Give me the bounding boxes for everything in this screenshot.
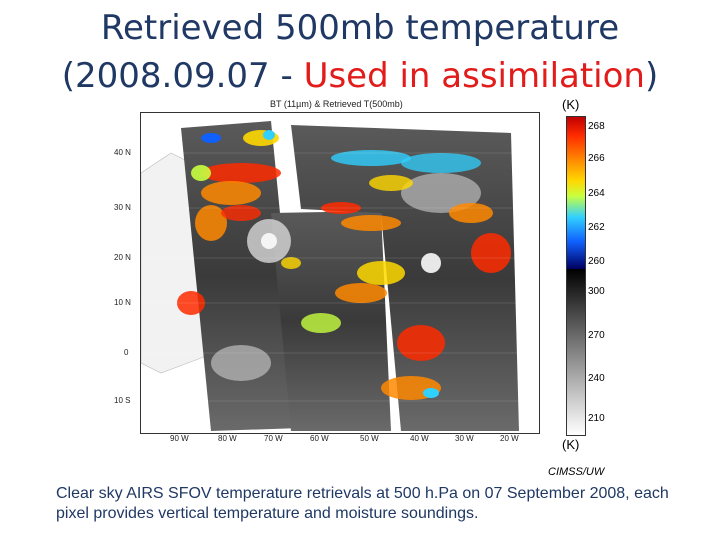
lon-tick: 70 W xyxy=(264,434,283,443)
title-suffix: ) xyxy=(644,56,659,96)
lat-tick: 0 xyxy=(124,348,129,357)
colorbar-tick: 268 xyxy=(588,121,605,132)
storm-cloud xyxy=(421,253,441,273)
cloud-patch xyxy=(211,345,271,381)
colorbar xyxy=(566,116,586,436)
satellite-image xyxy=(141,121,539,431)
colorbar-tick: 240 xyxy=(588,373,605,384)
colorbar-tick: 210 xyxy=(588,413,605,424)
colorbar-tick: 262 xyxy=(588,222,605,233)
colorbar-tick: 264 xyxy=(588,188,605,199)
title-highlight: Used in assimilation xyxy=(303,56,645,96)
lon-tick: 80 W xyxy=(218,434,237,443)
lon-tick: 20 W xyxy=(500,434,519,443)
colorbar-temperature-scale xyxy=(567,117,585,269)
lat-tick: 10 N xyxy=(114,298,131,307)
slide-caption: Clear sky AIRS SFOV temperature retrieva… xyxy=(56,485,669,522)
satellite-map xyxy=(140,112,540,434)
colorbar-unit-top: (K) xyxy=(562,97,580,112)
colorbar-brightness-scale xyxy=(567,269,585,435)
graticule xyxy=(141,152,539,402)
colorbar-tick: 260 xyxy=(588,256,605,267)
colorbar-tick: 300 xyxy=(588,286,605,297)
colorbar-tick: 266 xyxy=(588,153,605,164)
title-date-prefix: (2008.09.07 - xyxy=(61,56,304,96)
lon-tick: 60 W xyxy=(310,434,329,443)
lat-tick: 30 N xyxy=(114,203,131,212)
lon-tick: 90 W xyxy=(170,434,189,443)
retrieval-pixels xyxy=(177,130,511,400)
slide-title-line1: Retrieved 500mb temperature xyxy=(100,8,620,48)
lat-tick: 40 N xyxy=(114,148,131,157)
lon-tick: 30 W xyxy=(455,434,474,443)
lon-tick: 40 W xyxy=(410,434,429,443)
map-title: BT (11µm) & Retrieved T(500mb) xyxy=(270,99,403,109)
lat-tick: 20 N xyxy=(114,253,131,262)
lon-tick: 50 W xyxy=(360,434,379,443)
lat-tick: 10 S xyxy=(114,396,131,405)
hurricane-eye-wall xyxy=(261,233,277,249)
colorbar-tick: 270 xyxy=(588,330,605,341)
cloud-patch xyxy=(401,173,481,213)
image-credit: CIMSS/UW xyxy=(548,466,605,478)
colorbar-unit-bottom: (K) xyxy=(562,437,580,452)
slide-title-line2: (2008.09.07 - Used in assimilation) xyxy=(0,56,720,96)
